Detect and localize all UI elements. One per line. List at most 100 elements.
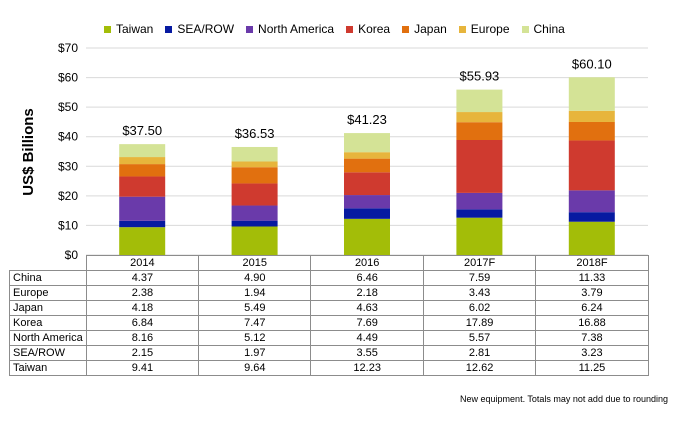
bar-segment-china — [456, 89, 503, 113]
bar-segment-japan — [456, 122, 503, 140]
table-row-label: China — [9, 270, 87, 286]
bar-segment-sea-row — [231, 220, 278, 227]
bar-segment-north-america — [344, 195, 390, 209]
legend-item: Taiwan — [104, 22, 153, 36]
legend-item: Europe — [458, 22, 510, 36]
y-tick-label: $10 — [58, 218, 78, 232]
y-tick-label: $60 — [58, 71, 78, 85]
table-cell: 2.18 — [310, 285, 424, 301]
table-cell: 9.41 — [85, 360, 200, 376]
table-column-header: 2016 — [310, 255, 424, 271]
bar-segment-north-america — [568, 190, 615, 213]
bar-segment-north-america — [231, 205, 278, 221]
bar-segment-north-america — [119, 196, 166, 221]
table-cell: 7.59 — [422, 270, 537, 286]
legend-label: Japan — [414, 22, 447, 36]
table-row-label: SEA/ROW — [9, 345, 87, 361]
table-cell: 4.63 — [310, 300, 424, 316]
table-cell: 6.24 — [535, 300, 649, 316]
table-cell: 7.47 — [198, 315, 312, 331]
bar-segment-korea — [231, 183, 278, 206]
legend-item: China — [521, 22, 565, 36]
table-cell: 3.23 — [535, 345, 649, 361]
table-column-header: 2014 — [85, 255, 200, 271]
bar-segment-taiwan — [344, 218, 390, 255]
bar-segment-europe — [231, 161, 278, 168]
legend-swatch — [521, 25, 529, 33]
table-row: North America 8.16 5.12 4.49 5.57 7.38 — [9, 330, 649, 346]
legend-label: North America — [258, 22, 335, 36]
table-cell: 3.55 — [310, 345, 424, 361]
y-tick-label: $70 — [58, 41, 78, 55]
table-row: SEA/ROW 2.15 1.97 3.55 2.81 3.23 — [9, 345, 649, 361]
table-cell: 11.25 — [535, 360, 649, 376]
total-label: $37.50 — [122, 123, 162, 138]
bar-segment-taiwan — [119, 227, 166, 255]
legend-item: SEA/ROW — [165, 22, 234, 36]
table-cell: 5.57 — [422, 330, 537, 346]
bar-segment-korea — [344, 172, 390, 196]
table-cell: 5.49 — [198, 300, 312, 316]
total-label: $55.93 — [460, 69, 500, 84]
bar-segment-china — [568, 77, 615, 111]
total-label: $41.23 — [347, 112, 387, 127]
bar-segment-japan — [119, 164, 166, 177]
bar-segment-taiwan — [456, 217, 503, 255]
bar-segment-china — [231, 146, 278, 162]
legend-label: Europe — [470, 22, 510, 36]
table-header-row: 2014 2015 2016 2017F 2018F — [9, 255, 649, 271]
table-cell: 9.64 — [198, 360, 312, 376]
table-cell: 8.16 — [85, 330, 200, 346]
table-row-label: Japan — [9, 300, 87, 316]
table-cell: 12.62 — [422, 360, 537, 376]
total-label: $36.53 — [235, 126, 275, 141]
total-label: $60.10 — [572, 56, 612, 71]
table-cell: 4.37 — [85, 270, 200, 286]
table-row-label: Europe — [9, 285, 87, 301]
table-row-label: Taiwan — [9, 360, 87, 376]
table-row-label: Korea — [9, 315, 87, 331]
table-cell: 2.81 — [422, 345, 537, 361]
table-cell: 7.38 — [535, 330, 649, 346]
bar-segment-china — [119, 144, 166, 158]
legend-swatch — [104, 25, 111, 33]
table-cell: 1.97 — [198, 345, 312, 361]
table-cell: 2.38 — [85, 285, 200, 301]
table-column-header: 2017F — [422, 255, 537, 271]
table-cell: 6.46 — [310, 270, 424, 286]
table-row: Japan 4.18 5.49 4.63 6.02 6.24 — [9, 300, 649, 316]
legend-item: North America — [246, 22, 334, 36]
table-cell: 3.79 — [535, 285, 649, 301]
legend-item: Korea — [346, 22, 390, 36]
bar-segment-japan — [231, 167, 278, 184]
table-cell: 12.23 — [310, 360, 424, 376]
legend-label: Taiwan — [116, 22, 154, 36]
table-cell: 16.88 — [535, 315, 649, 331]
table-row: China 4.37 4.90 6.46 7.59 11.33 — [9, 270, 649, 286]
bar-segment-korea — [119, 176, 166, 197]
bar-segment-sea-row — [456, 209, 503, 218]
table-row: Europe 2.38 1.94 2.18 3.43 3.79 — [9, 285, 649, 301]
table-cell: 6.02 — [422, 300, 537, 316]
table-row: Taiwan 9.41 9.64 12.23 12.62 11.25 — [9, 360, 649, 376]
bar-segment-europe — [456, 112, 503, 123]
bar-segment-europe — [568, 110, 615, 122]
table-cell: 4.49 — [310, 330, 424, 346]
bar-segment-korea — [456, 139, 503, 193]
bar-segment-taiwan — [568, 221, 615, 255]
y-tick-label: $40 — [58, 130, 78, 144]
legend-label: Korea — [358, 22, 391, 36]
bar-segment-north-america — [456, 192, 503, 210]
bar-segment-japan — [344, 158, 390, 173]
y-tick-label: $50 — [58, 100, 78, 114]
table-column-header: 2018F — [535, 255, 649, 271]
table-cell: 5.12 — [198, 330, 312, 346]
table-cell: 11.33 — [535, 270, 649, 286]
y-tick-label: $20 — [58, 189, 78, 203]
bar-segment-sea-row — [344, 208, 390, 219]
legend-label: China — [533, 22, 565, 36]
legend-swatch — [458, 25, 466, 33]
bar-segment-sea-row — [568, 212, 615, 222]
bar-segment-europe — [119, 157, 166, 165]
